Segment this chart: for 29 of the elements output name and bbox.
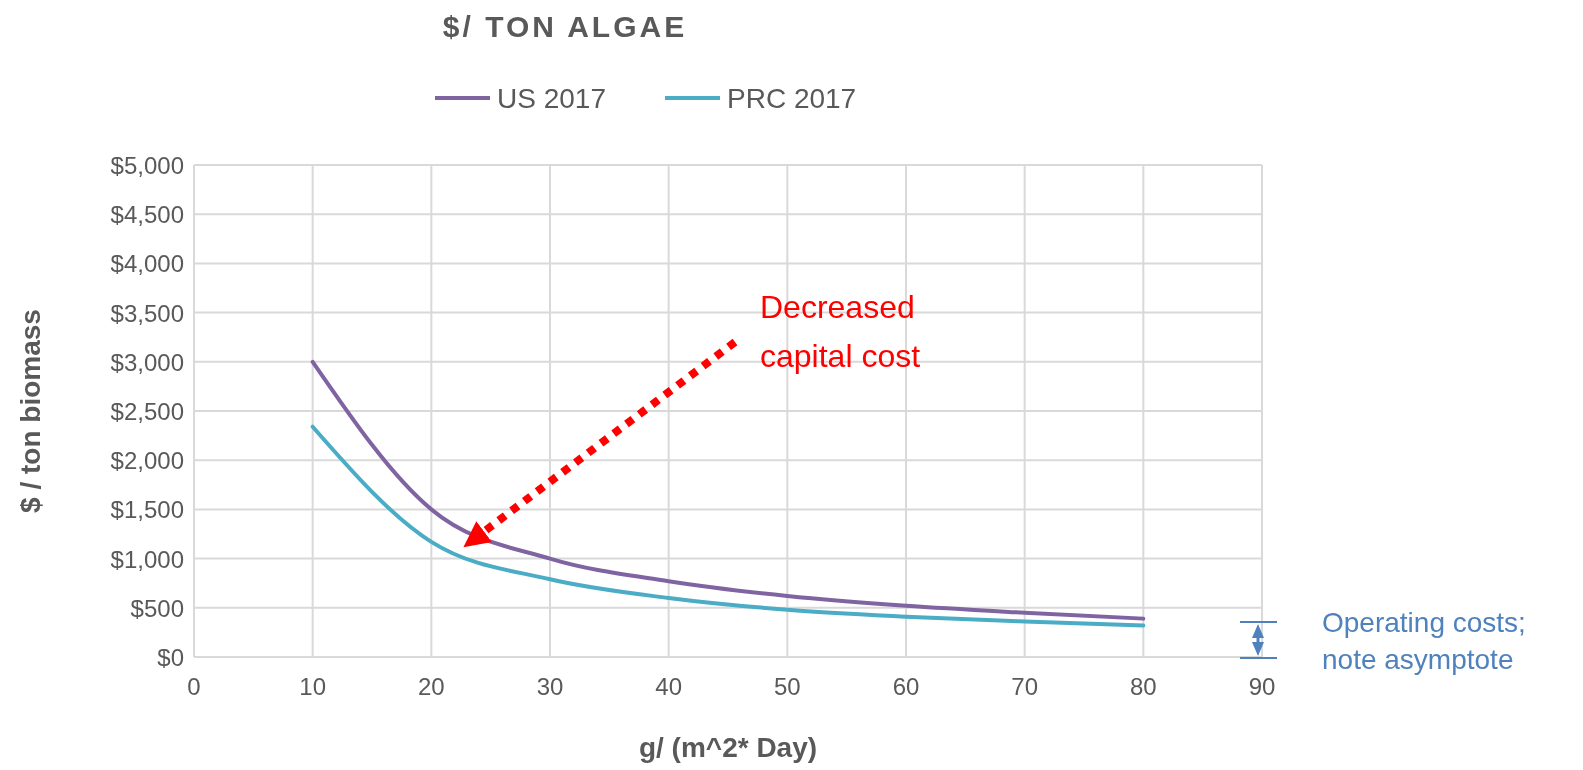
x-axis-title: g/ (m^2* Day): [638, 732, 818, 763]
x-tick-label: 60: [892, 673, 920, 700]
y-tick-label: $4,500: [110, 201, 184, 229]
y-tick-label: $5,000: [110, 152, 184, 179]
y-tick-label: $4,000: [110, 250, 184, 278]
text: Operating costs; note asymptote: [1322, 607, 1526, 675]
y-tick-label: $3,000: [110, 348, 184, 376]
x-tick-label: 40: [655, 673, 683, 700]
y-tick-label: $500: [130, 594, 184, 622]
y-tick-label: $2,000: [110, 447, 184, 475]
x-tick-label: 80: [1129, 673, 1157, 700]
legend-label: PRC 2017: [727, 83, 857, 114]
line-series: [310, 424, 1146, 628]
x-tick-label: 0: [187, 673, 201, 700]
x-tick-label: 20: [417, 673, 445, 700]
annotation: Decreased capital cost: [760, 289, 921, 374]
x-tick-label: 10: [299, 673, 327, 700]
x-tick-label: 30: [536, 673, 564, 700]
x-tick-label: 50: [773, 673, 801, 700]
y-tick-label: $1,000: [110, 545, 184, 573]
x-tick-label: 70: [1011, 673, 1039, 700]
x-tick-label: 90: [1248, 673, 1276, 700]
legend-label: US 2017: [497, 83, 606, 114]
y-axis-title: $ / ton biomass: [15, 309, 46, 513]
y-tick-label: $1,500: [110, 496, 184, 524]
chart-title: $/ TON ALGAE: [442, 10, 688, 43]
y-tick-label: $3,500: [110, 299, 184, 327]
y-tick-label: $0: [157, 644, 184, 671]
y-tick-label: $2,500: [110, 398, 184, 425]
